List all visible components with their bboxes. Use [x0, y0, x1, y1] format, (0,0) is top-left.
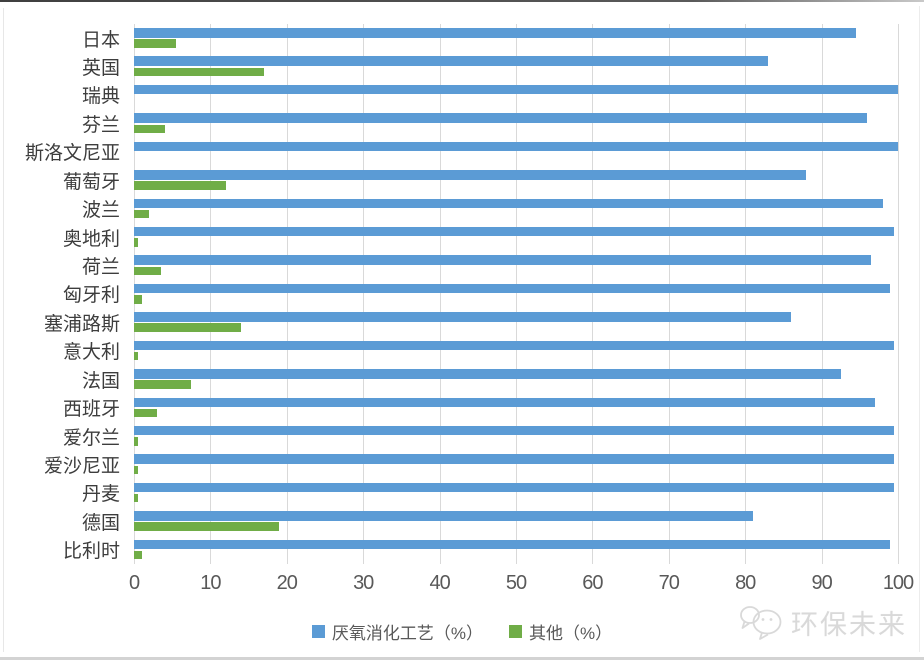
bar-other-7 [134, 238, 138, 247]
x-tick-20: 20 [276, 572, 298, 594]
bar-anaerobic-digestion-14 [134, 425, 895, 436]
bar-anaerobic-digestion-6 [134, 198, 883, 209]
y-label-6: 波兰 [81, 200, 120, 222]
y-label-13: 西班牙 [62, 399, 120, 421]
gridline-20 [286, 24, 288, 564]
y-axis-labels: 日本英国瑞典芬兰斯洛文尼亚葡萄牙波兰奥地利荷兰匈牙利塞浦路斯意大利法国西班牙爱尔… [0, 24, 127, 564]
bar-anaerobic-digestion-16 [134, 482, 895, 493]
y-label-7: 奥地利 [62, 228, 120, 250]
gridline-10 [210, 24, 212, 564]
legend-entry-anaerobic-digestion: 厌氧消化工艺（%） [311, 619, 483, 644]
y-label-12: 法国 [81, 370, 120, 392]
bar-other-8 [134, 266, 161, 276]
bar-anaerobic-digestion-18 [134, 539, 891, 550]
x-tick-60: 60 [582, 572, 603, 594]
bar-anaerobic-digestion-8 [134, 255, 872, 265]
y-label-3: 芬兰 [81, 114, 120, 136]
y-label-5: 葡萄牙 [62, 171, 120, 193]
right-edge-line [919, 6, 920, 652]
legend-swatch-other [509, 625, 522, 638]
gridline-70 [668, 24, 670, 564]
bar-anaerobic-digestion-10 [134, 312, 791, 322]
bar-other-9 [134, 295, 142, 304]
bar-anaerobic-digestion-0 [134, 28, 856, 38]
y-label-11: 意大利 [62, 342, 120, 364]
y-label-16: 丹麦 [81, 484, 120, 506]
left-edge-line [3, 8, 4, 652]
x-tick-100: 100 [882, 572, 914, 594]
gridline-90 [821, 24, 823, 564]
y-label-14: 爱尔兰 [62, 427, 120, 449]
gridline-0 [134, 24, 135, 564]
bar-other-5 [134, 181, 226, 190]
x-tick-90: 90 [811, 572, 832, 594]
gridline-60 [592, 24, 594, 564]
gridline-50 [516, 24, 517, 564]
x-tick-40: 40 [429, 572, 450, 594]
bar-other-12 [134, 380, 192, 389]
x-tick-70: 70 [658, 572, 680, 594]
legend-label-anaerobic-digestion: 厌氧消化工艺（%） [331, 624, 483, 643]
legend-swatch-anaerobic-digestion [311, 625, 325, 638]
bar-other-1 [134, 67, 264, 77]
bar-anaerobic-digestion-4 [134, 141, 898, 152]
bar-other-14 [134, 437, 138, 446]
bar-other-0 [134, 39, 176, 48]
watermark: 环保未来 [738, 602, 907, 642]
x-tick-0: 0 [128, 572, 140, 594]
bar-anaerobic-digestion-9 [134, 283, 891, 294]
bar-other-13 [134, 408, 157, 418]
bar-other-17 [134, 522, 280, 531]
bar-other-15 [134, 465, 138, 475]
y-label-9: 匈牙利 [62, 285, 120, 307]
y-label-8: 荷兰 [81, 257, 120, 279]
bar-anaerobic-digestion-15 [134, 454, 895, 464]
y-label-2: 瑞典 [81, 86, 120, 108]
gridline-40 [439, 24, 441, 564]
x-tick-10: 10 [200, 572, 221, 594]
y-label-17: 德国 [81, 512, 120, 534]
y-label-18: 比利时 [62, 541, 120, 563]
legend-label-other: 其他（%） [529, 624, 613, 643]
bar-anaerobic-digestion-13 [134, 397, 876, 408]
y-label-4: 斯洛文尼亚 [24, 143, 120, 165]
bar-anaerobic-digestion-2 [134, 84, 898, 95]
plot-area [134, 24, 899, 564]
gridline-80 [745, 24, 747, 564]
bar-other-6 [134, 209, 150, 219]
bar-anaerobic-digestion-7 [134, 226, 895, 237]
bar-anaerobic-digestion-5 [134, 170, 807, 180]
x-tick-80: 80 [735, 572, 756, 594]
y-label-1: 英国 [81, 58, 120, 80]
watermark-text: 环保未来 [791, 609, 907, 640]
legend-entry-other: 其他（%） [509, 619, 612, 644]
gridline-30 [363, 24, 365, 564]
x-tick-50: 50 [505, 572, 527, 594]
bar-other-16 [134, 493, 138, 503]
bubble-cloud-logo-icon [740, 606, 782, 640]
bar-anaerobic-digestion-1 [134, 56, 769, 66]
bar-anaerobic-digestion-12 [134, 369, 841, 379]
top-border [0, 0, 924, 2]
bar-other-11 [134, 351, 138, 361]
gridline-100 [898, 24, 899, 564]
bar-anaerobic-digestion-11 [134, 340, 895, 351]
y-label-10: 塞浦路斯 [43, 313, 120, 335]
bar-anaerobic-digestion-17 [134, 511, 753, 521]
bar-other-10 [134, 323, 241, 332]
x-tick-30: 30 [353, 572, 374, 594]
legend: 厌氧消化工艺（%） 其他（%） [0, 619, 924, 644]
y-label-0: 日本 [81, 29, 120, 51]
bottom-border [0, 657, 924, 660]
bar-other-3 [134, 124, 165, 134]
bar-anaerobic-digestion-3 [134, 113, 868, 123]
y-label-15: 爱沙尼亚 [43, 455, 120, 477]
bar-other-18 [134, 550, 142, 560]
